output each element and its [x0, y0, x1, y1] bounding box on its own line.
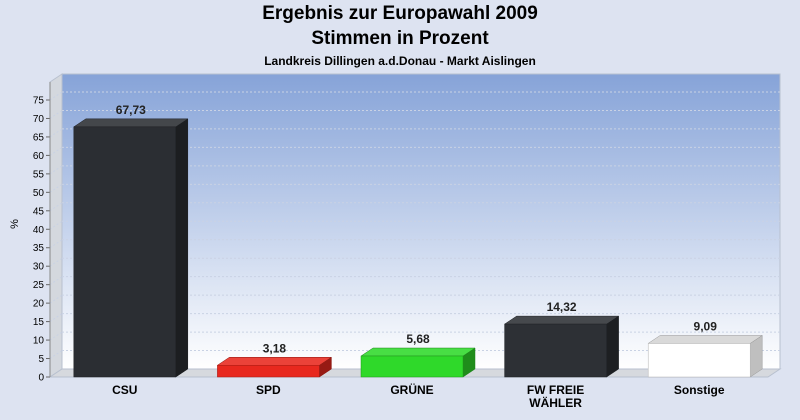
y-tick-label: 75	[33, 96, 45, 107]
y-tick-label: 70	[33, 114, 45, 125]
bar-top	[647, 335, 764, 344]
bar	[217, 365, 320, 378]
gridline-side	[49, 331, 63, 341]
y-tick-label: 30	[33, 262, 45, 273]
gridline-side	[49, 128, 63, 138]
y-tick-label: 10	[33, 336, 45, 347]
chart-region-subtitle: Landkreis Dillingen a.d.Donau - Markt Ai…	[264, 54, 536, 68]
gridline-side	[49, 313, 63, 323]
bar	[647, 343, 751, 378]
y-tick-label: 65	[33, 132, 45, 143]
x-tick-label: SPD	[256, 383, 281, 397]
y-tick-label: 50	[33, 188, 45, 199]
bar-top	[503, 315, 620, 325]
y-tick-label: 5	[38, 354, 44, 365]
data-label: 3,18	[263, 341, 287, 355]
gridline-side	[49, 239, 63, 249]
bar-top	[216, 357, 333, 366]
gridline-side	[49, 110, 63, 119]
data-label: 5,68	[406, 332, 430, 346]
plot-side-wall	[49, 73, 63, 378]
y-tick-label: 55	[33, 169, 45, 180]
y-tick-label: 25	[33, 280, 45, 291]
gridline-side	[49, 257, 63, 267]
y-tick-label: 20	[33, 299, 45, 310]
chart-title: Ergebnis zur Europawahl 2009	[262, 3, 538, 24]
gridline-side	[49, 350, 63, 359]
data-label: 9,09	[694, 319, 718, 333]
bar-side	[606, 315, 619, 378]
gridline-side	[49, 294, 63, 304]
y-tick-label: 15	[33, 317, 45, 328]
y-tick-label: 40	[33, 225, 45, 236]
bar	[504, 323, 607, 378]
data-label: 67,73	[116, 103, 146, 117]
x-tick-label: CSU	[112, 383, 137, 397]
bar	[360, 355, 464, 378]
gridline-side	[49, 165, 63, 175]
y-tick-label: 0	[38, 373, 44, 384]
bar	[73, 126, 177, 378]
gridline-side	[49, 276, 63, 286]
gridline-side	[49, 91, 63, 101]
gridline-side	[49, 146, 63, 156]
gridline-side	[49, 202, 63, 212]
y-tick-label: 60	[33, 151, 45, 162]
gridline-side	[49, 220, 63, 230]
x-tick-label: FW FREIE	[527, 383, 584, 397]
bar-side	[175, 118, 189, 378]
bar-top	[72, 118, 189, 128]
x-tick-label: GRÜNE	[390, 382, 433, 397]
y-tick-label: 45	[33, 206, 45, 217]
bar-top	[360, 347, 476, 357]
chart-subtitle: Stimmen in Prozent	[311, 28, 489, 49]
data-label: 14,32	[547, 300, 577, 314]
y-tick-label: 35	[33, 243, 45, 254]
x-tick-label: WÄHLER	[529, 395, 582, 410]
x-tick-label: Sonstige	[674, 383, 725, 397]
gridline-side	[49, 183, 63, 193]
